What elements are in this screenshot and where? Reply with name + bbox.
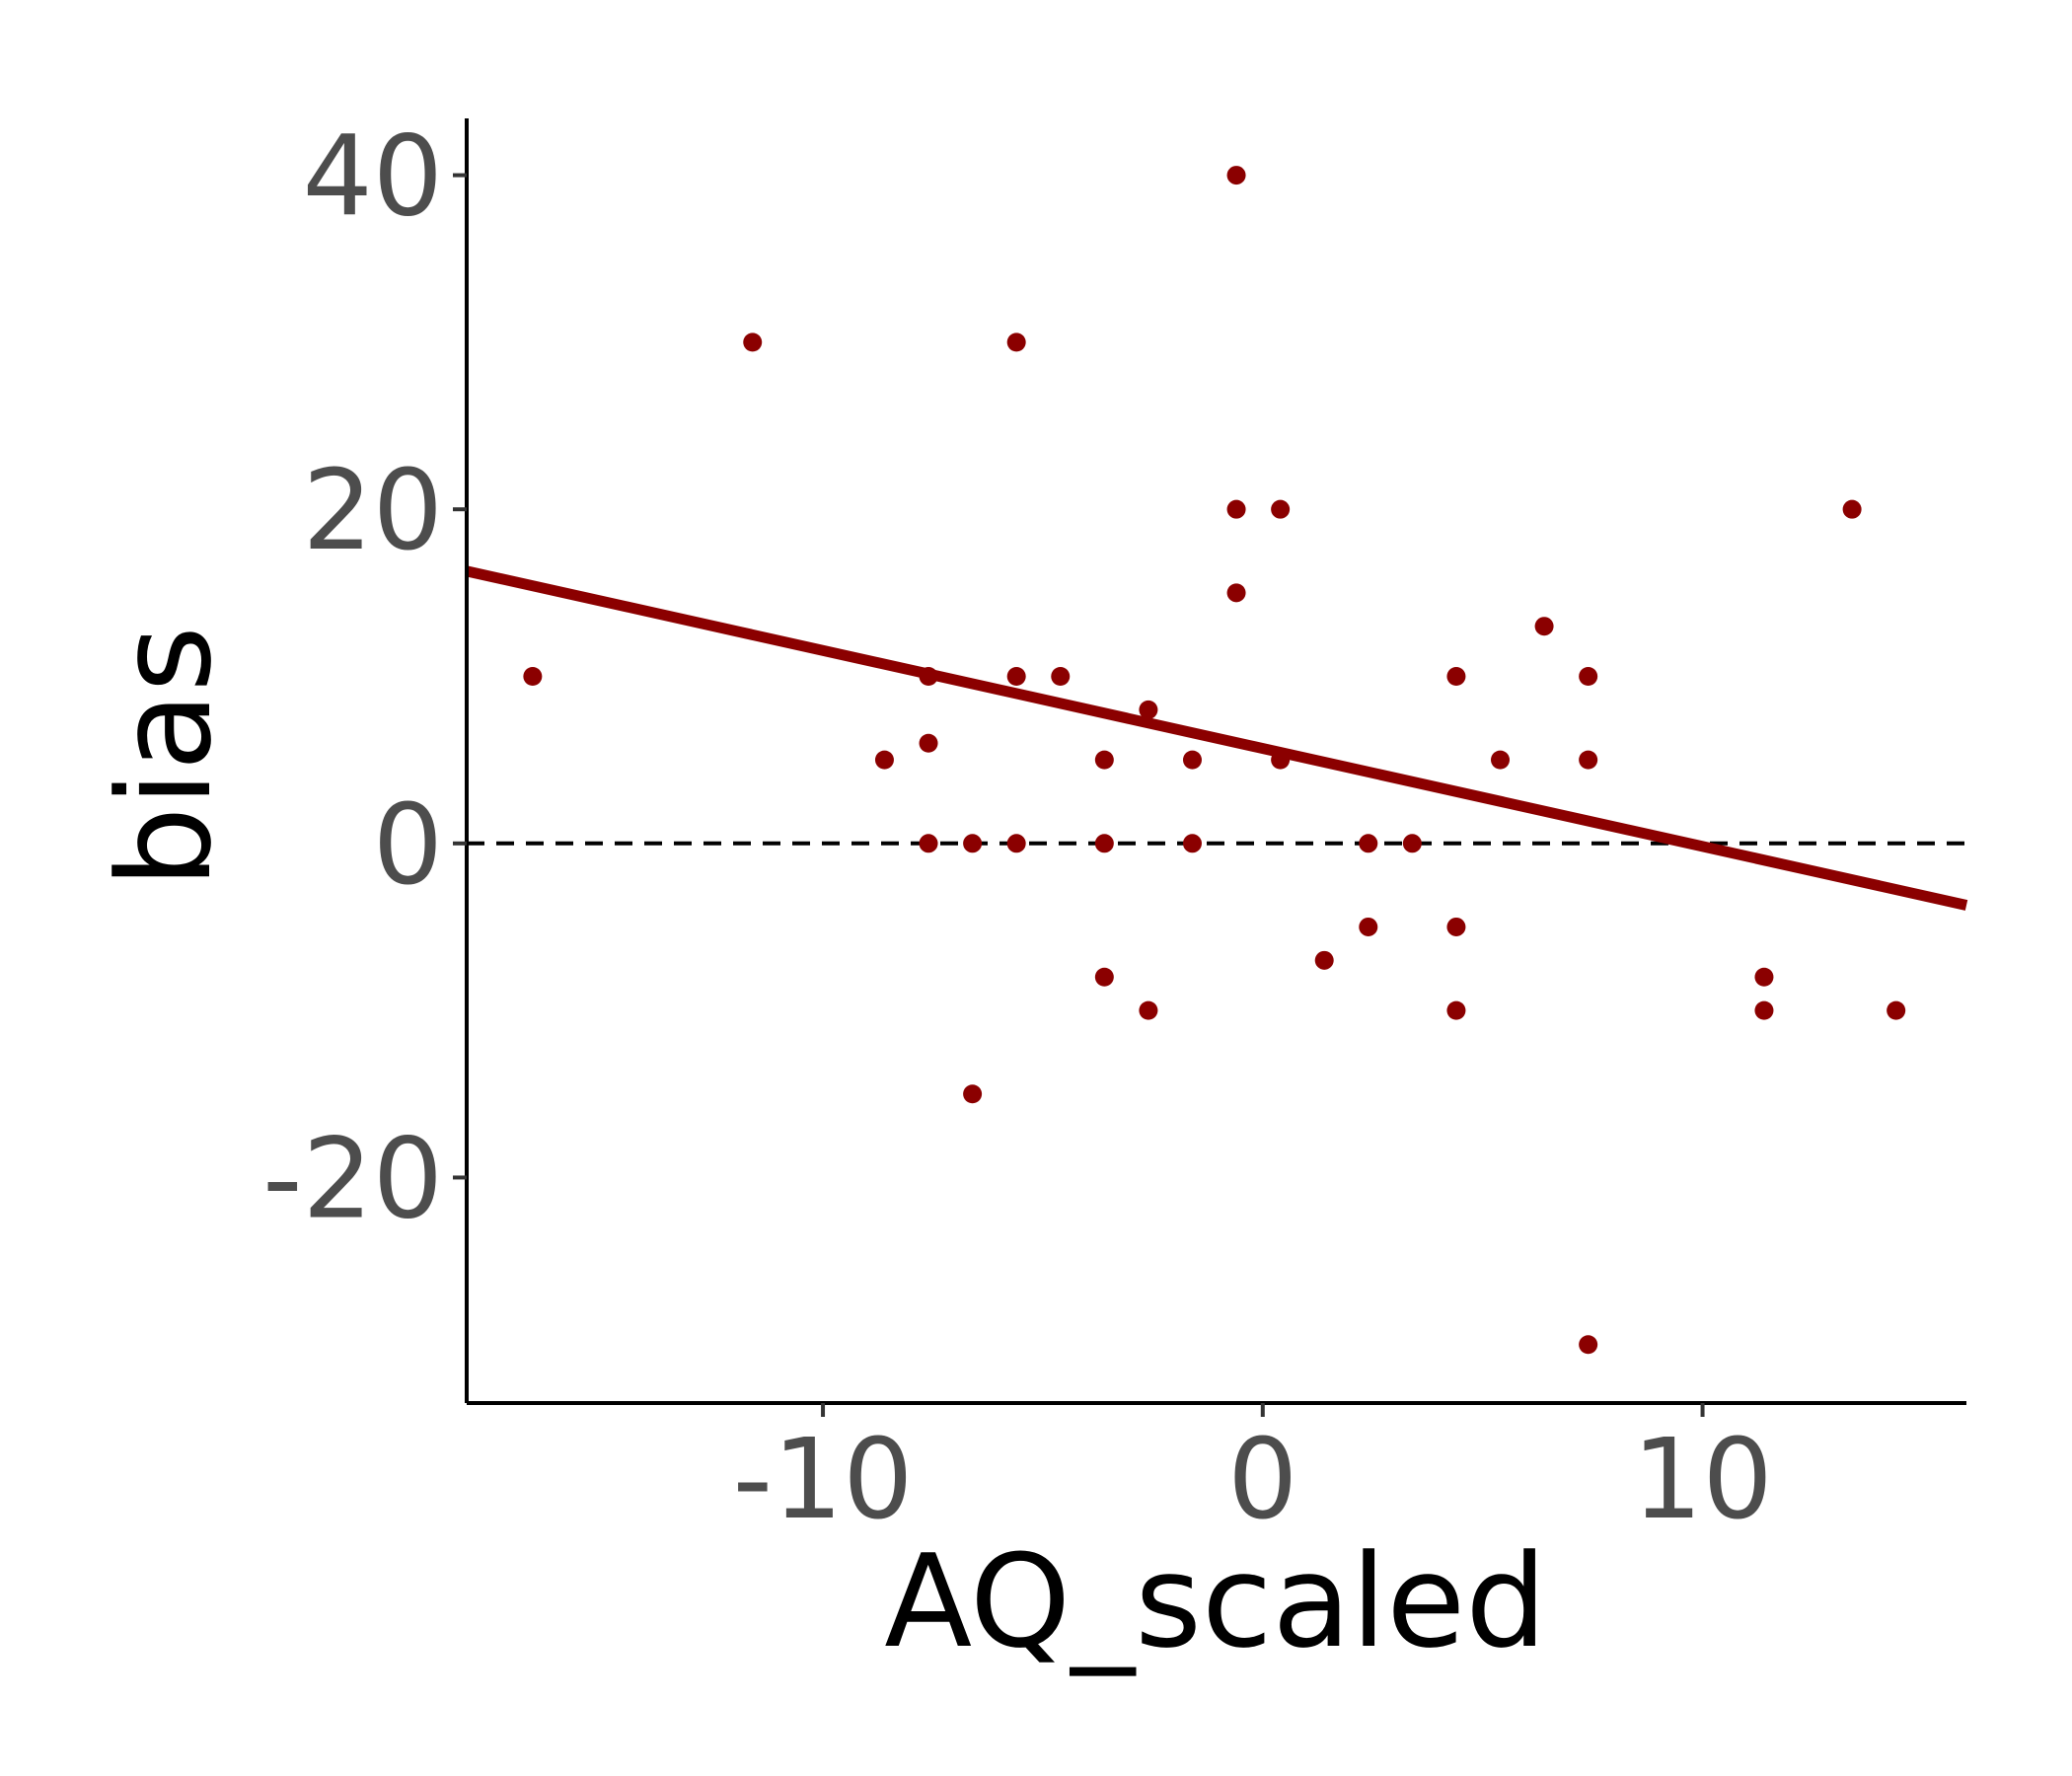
data-point [1402, 834, 1422, 853]
y-tick-label: 20 [302, 447, 443, 575]
data-point [1226, 166, 1246, 185]
regression-line [465, 565, 1968, 911]
data-point [1359, 917, 1378, 936]
fit-line-layer [465, 565, 1968, 911]
data-point [963, 834, 983, 853]
data-point [1182, 750, 1202, 770]
data-point [1051, 666, 1071, 686]
x-tick-label: -10 [733, 1416, 914, 1544]
data-point [1006, 333, 1026, 352]
data-point [743, 333, 763, 352]
axes-layer: -10 0 10 -20 0 20 40 [262, 113, 1966, 1544]
data-point [1226, 583, 1246, 603]
y-tick-label: 0 [373, 781, 443, 910]
data-point [1271, 499, 1291, 519]
data-point [1842, 499, 1862, 519]
data-point [1754, 967, 1774, 987]
data-point [1446, 1000, 1466, 1020]
y-axis-title: bias [90, 626, 240, 888]
data-point [1579, 1335, 1598, 1355]
data-point [919, 834, 938, 853]
x-tick-label: 10 [1632, 1416, 1773, 1544]
data-point [523, 666, 543, 686]
data-point [1226, 499, 1246, 519]
data-point [874, 750, 894, 770]
data-point [1006, 666, 1026, 686]
data-point [1094, 967, 1114, 987]
data-point [1446, 666, 1466, 686]
data-point [1094, 750, 1114, 770]
data-point [1139, 700, 1158, 719]
x-axis-title: AQ_scaled [884, 1526, 1546, 1676]
data-point [1446, 917, 1466, 936]
data-point [1094, 834, 1114, 853]
data-point [1534, 617, 1554, 636]
data-point [1491, 750, 1511, 770]
data-point [1754, 1000, 1774, 1020]
data-point [1887, 1000, 1906, 1020]
data-point [963, 1084, 983, 1104]
data-point [1579, 750, 1598, 770]
y-tick-label: -20 [262, 1115, 443, 1243]
data-point [1182, 834, 1202, 853]
data-point [1314, 950, 1334, 970]
y-tick-label: 40 [302, 113, 443, 242]
data-point [1579, 666, 1598, 686]
data-point [919, 733, 938, 753]
data-point [1139, 1000, 1158, 1020]
data-point [1359, 834, 1378, 853]
x-tick-label: 0 [1227, 1416, 1297, 1544]
points-layer [523, 166, 1906, 1355]
data-point [1006, 834, 1026, 853]
